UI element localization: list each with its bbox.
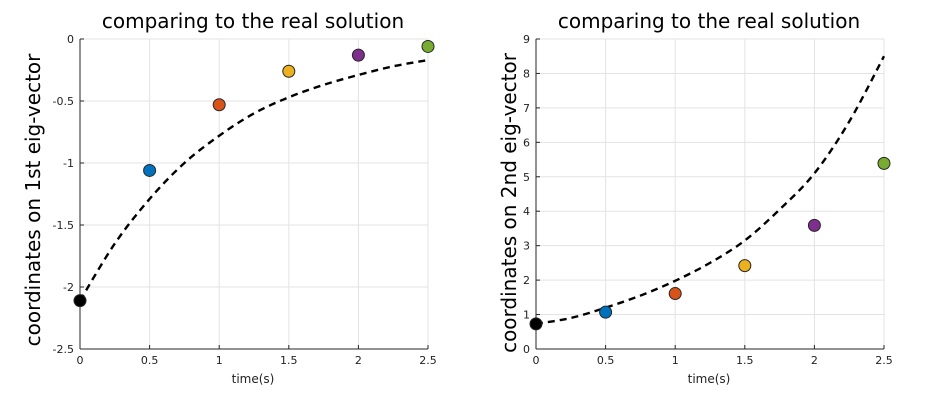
data-point: [738, 259, 752, 273]
data-point: [529, 317, 543, 331]
y-tick-label: 4: [523, 205, 530, 218]
chart-2nd-eig-vector: comparing to the real solution coordinat…: [497, 9, 893, 386]
y-tick-label: 1: [523, 309, 530, 322]
data-point: [807, 218, 821, 232]
data-point: [282, 64, 296, 78]
data-point: [351, 48, 365, 62]
y-tick-label: -1.5: [53, 219, 74, 232]
grid: [535, 38, 885, 350]
data-point: [421, 39, 435, 53]
x-axis-label: time(s): [232, 372, 275, 386]
data-point: [877, 156, 891, 170]
x-tick-label: 0.5: [597, 354, 615, 367]
y-tick-label: 0: [523, 343, 530, 356]
data-point: [599, 305, 613, 319]
y-tick-label: 8: [523, 67, 530, 80]
x-tick-label: 2.5: [875, 354, 893, 367]
x-tick-label: 2: [355, 354, 362, 367]
chart-title: comparing to the real solution: [558, 9, 860, 33]
data-point: [143, 163, 157, 177]
data-point: [212, 98, 226, 112]
real-solution-curve: [78, 58, 429, 302]
y-axis-label: coordinates on 1st eig-vector: [21, 53, 45, 347]
real-solution-curve: [535, 55, 886, 326]
y-axis-label: coordinates on 2nd eig-vector: [497, 52, 521, 353]
x-tick-label: 1: [672, 354, 679, 367]
x-tick-label: 0: [77, 354, 84, 367]
y-tick-label: 7: [523, 102, 530, 115]
y-tick-label: -1: [63, 157, 74, 170]
x-tick-label: 1.5: [280, 354, 298, 367]
y-tick-label: -2.5: [53, 343, 74, 356]
x-tick-label: 2.5: [419, 354, 437, 367]
y-tick-label: 2: [523, 274, 530, 287]
grid: [79, 38, 429, 350]
y-tick-label: 6: [523, 136, 530, 149]
x-tick-label: 0: [533, 354, 540, 367]
x-tick-label: 1: [216, 354, 223, 367]
y-tick-label: 0: [67, 33, 74, 46]
x-tick-label: 2: [811, 354, 818, 367]
x-tick-label: 1.5: [736, 354, 754, 367]
data-point: [73, 294, 87, 308]
x-tick-label: 0.5: [141, 354, 159, 367]
chart-title: comparing to the real solution: [102, 9, 404, 33]
y-tick-label: -0.5: [53, 95, 74, 108]
y-tick-label: -2: [63, 281, 74, 294]
y-tick-label: 5: [523, 171, 530, 184]
data-point: [668, 287, 682, 301]
chart-1st-eig-vector: comparing to the real solution coordinat…: [21, 9, 437, 386]
y-tick-label: 9: [523, 33, 530, 46]
y-tick-label: 3: [523, 240, 530, 253]
x-axis-label: time(s): [688, 372, 731, 386]
